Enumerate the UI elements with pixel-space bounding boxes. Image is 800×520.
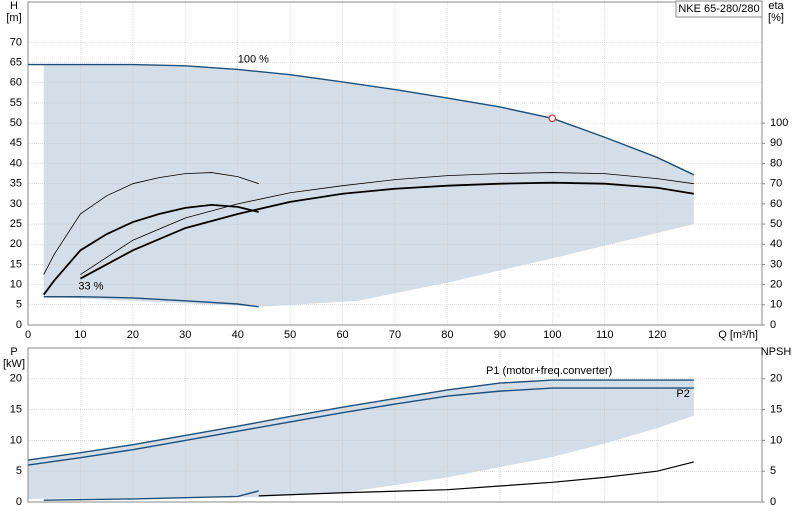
- operating-point: [548, 114, 557, 123]
- y-tick-label: 55: [10, 97, 22, 109]
- y-tick-label: 65: [10, 56, 22, 68]
- plot-frame: [27, 1, 763, 326]
- x-tick-label: 50: [284, 329, 296, 341]
- series-label: 100 %: [238, 53, 269, 65]
- y2-tick-label: 10: [770, 434, 782, 446]
- y-tick-label: 10: [10, 279, 22, 291]
- y-tick-label: 10: [10, 434, 22, 446]
- y2-tick-label: 10: [770, 299, 782, 311]
- y2-tick-label: 5: [770, 465, 776, 477]
- y-tick-label: 45: [10, 137, 22, 149]
- x-tick-label: 0: [25, 329, 31, 341]
- y2-tick-label: 0: [770, 319, 776, 331]
- y2-tick-label: 70: [770, 178, 782, 190]
- x-tick-label: 30: [179, 329, 191, 341]
- chart-title: NKE 65-280/280: [678, 3, 759, 15]
- y2-tick-label: 100: [770, 117, 788, 129]
- curve: [43, 296, 259, 308]
- eta-curve: [258, 461, 694, 497]
- operating-range: [43, 64, 694, 307]
- title-box: [675, 0, 763, 18]
- y2-tick-label: 15: [770, 404, 782, 416]
- y2-tick-label: 90: [770, 137, 782, 149]
- x-tick-label: 110: [596, 329, 614, 341]
- y-axis-label: [kW]: [3, 358, 25, 370]
- y2-tick-label: 50: [770, 218, 782, 230]
- y-tick-label: 20: [10, 373, 22, 385]
- operating-range: [28, 380, 694, 499]
- y2-tick-label: 60: [770, 198, 782, 210]
- y2-tick-label: 40: [770, 238, 782, 250]
- y-tick-label: 40: [10, 157, 22, 169]
- y-tick-label: 0: [16, 319, 22, 331]
- x-tick-label: 10: [74, 329, 86, 341]
- x-tick-label: 90: [494, 329, 506, 341]
- series-label: P2: [676, 388, 689, 400]
- y-tick-label: 50: [10, 117, 22, 129]
- y-tick-label: 0: [16, 496, 22, 508]
- series-label: 33 %: [78, 281, 103, 293]
- y2-tick-label: 0: [770, 496, 776, 508]
- x-tick-label: 80: [441, 329, 453, 341]
- y2-axis-label: eta: [768, 0, 784, 12]
- y-tick-label: 15: [10, 258, 22, 270]
- curve: [27, 379, 694, 461]
- eta-curve: [43, 203, 259, 296]
- eta-curve: [80, 172, 694, 275]
- y-axis-label: P: [10, 346, 17, 358]
- plot-frame: [27, 347, 763, 503]
- eta-curve: [80, 181, 694, 280]
- y-tick-label: 70: [10, 36, 22, 48]
- y2-tick-label: 20: [770, 279, 782, 291]
- eta-curve: [43, 172, 259, 275]
- x-tick-label: 40: [232, 329, 244, 341]
- x-tick-label: 100: [543, 329, 561, 341]
- series-label: P1 (motor+freq.converter): [486, 365, 612, 377]
- y-tick-label: 5: [16, 299, 22, 311]
- y-tick-label: 30: [10, 198, 22, 210]
- y2-tick-label: 30: [770, 258, 782, 270]
- x-axis-label: Q [m³/h]: [718, 329, 758, 341]
- curve: [43, 490, 259, 501]
- y-tick-label: 25: [10, 218, 22, 230]
- y-tick-label: 35: [10, 178, 22, 190]
- y2-axis-label: [%]: [768, 12, 784, 24]
- x-tick-label: 20: [127, 329, 139, 341]
- y-tick-label: 20: [10, 238, 22, 250]
- curve: [28, 63, 695, 176]
- y-tick-label: 15: [10, 404, 22, 416]
- y2-axis-label: NPSH: [761, 346, 792, 358]
- y-axis-label: [m]: [6, 12, 21, 24]
- y-axis-label: H: [10, 0, 18, 12]
- y2-tick-label: 80: [770, 157, 782, 169]
- curve: [27, 387, 694, 466]
- x-tick-label: 120: [648, 329, 666, 341]
- y-tick-label: 5: [16, 465, 22, 477]
- x-tick-label: 70: [389, 329, 401, 341]
- y-tick-label: 60: [10, 77, 22, 89]
- y2-tick-label: 20: [770, 373, 782, 385]
- x-tick-label: 60: [336, 329, 348, 341]
